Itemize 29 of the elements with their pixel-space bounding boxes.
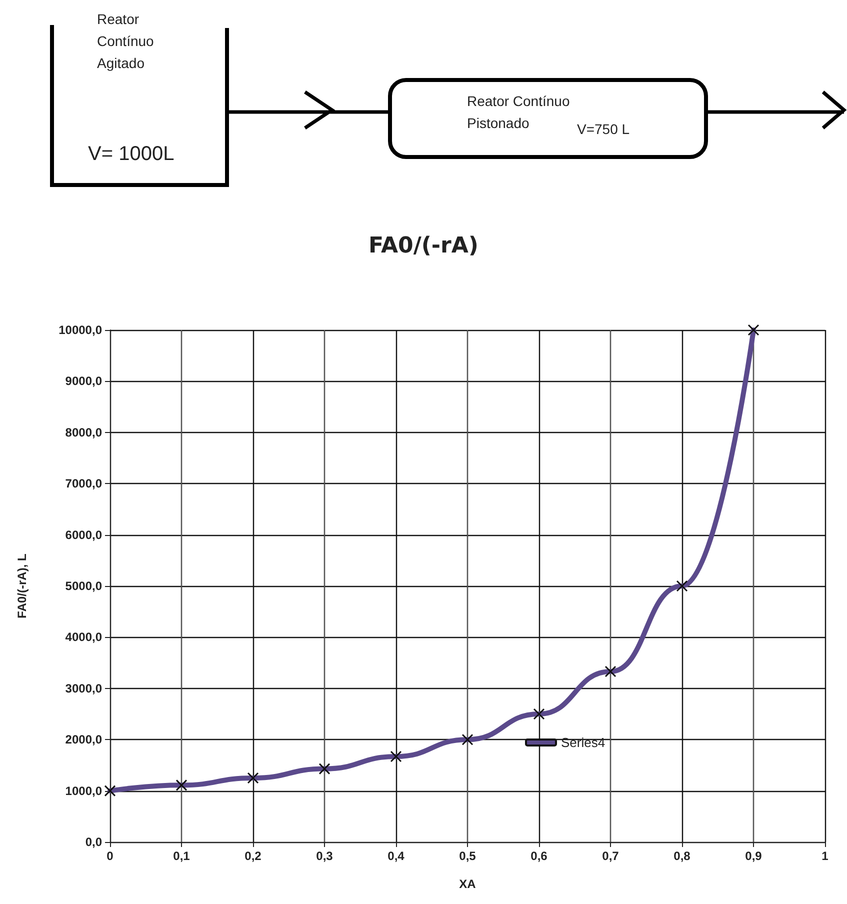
- y-tick-label: 6000,0: [65, 528, 102, 542]
- x-tick-label: 0,5: [459, 849, 476, 863]
- y-axis-title: FA0/(-rA), L: [15, 554, 29, 618]
- y-tick-label: 1000,0: [65, 784, 102, 798]
- x-tick-label: 0,7: [602, 849, 620, 863]
- x-tick-label: 0,3: [316, 849, 334, 863]
- x-tick-label: 0,1: [173, 849, 190, 863]
- y-tick-label: 3000,0: [65, 681, 102, 696]
- x-axis-title: XA: [459, 877, 476, 891]
- y-tick-label: 5000,0: [65, 579, 102, 593]
- text: V=750 L: [577, 120, 631, 139]
- y-tick-label: 4000,0: [65, 630, 102, 644]
- x-tick-label: 0,4: [388, 849, 405, 863]
- x-tick-label: 0,6: [530, 849, 548, 863]
- x-tick-label: 0,9: [745, 849, 762, 863]
- text: Reator Contínuo Agitado: [97, 10, 155, 73]
- x-tick-label: 0,8: [674, 849, 691, 863]
- x-tick-label: 0,2: [244, 849, 262, 863]
- y-tick-label: 0,0: [85, 835, 102, 849]
- x-tick-label: 0: [106, 849, 114, 863]
- y-tick-label: 10000,0: [58, 323, 102, 337]
- y-tick-label: 9000,0: [65, 374, 102, 388]
- x-tick-label: 1: [822, 849, 829, 863]
- text: Reator Contínuo Pistonado: [467, 93, 570, 131]
- chart-title: FA0/(-rA): [368, 234, 478, 258]
- y-tick-label: 2000,0: [65, 732, 102, 747]
- text: V= 1000L: [88, 143, 176, 165]
- y-tick-label: 7000,0: [65, 476, 102, 491]
- y-tick-label: 8000,0: [65, 425, 102, 440]
